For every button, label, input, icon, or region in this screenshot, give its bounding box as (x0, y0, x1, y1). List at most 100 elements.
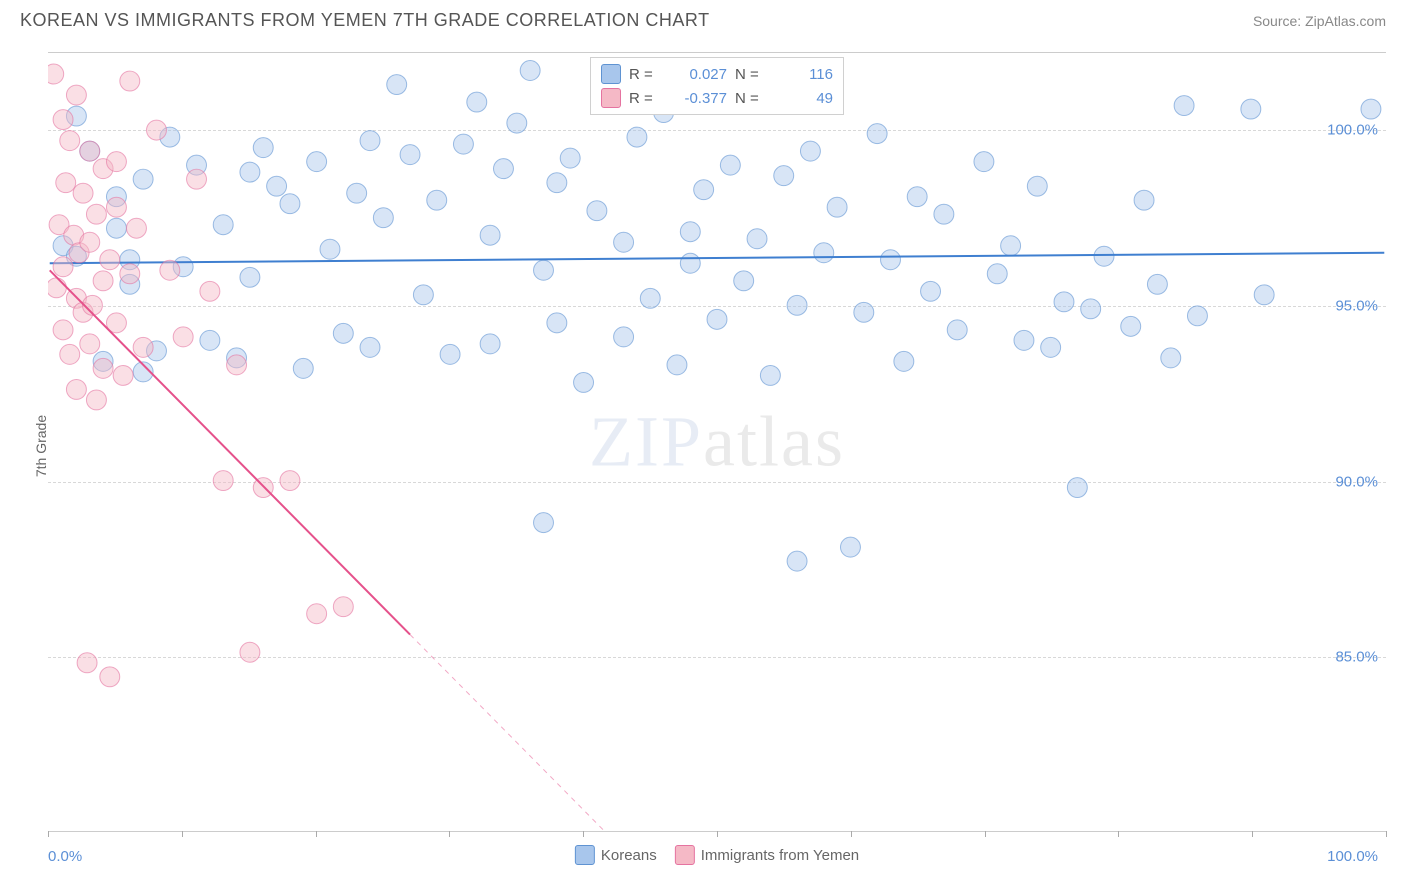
data-point (800, 141, 820, 161)
legend-item-yemen: Immigrants from Yemen (675, 845, 859, 865)
data-point (707, 309, 727, 329)
data-point (66, 379, 86, 399)
n-label: N = (735, 66, 765, 83)
x-tick (717, 831, 718, 837)
data-point (747, 229, 767, 249)
data-point (440, 344, 460, 364)
data-point (56, 173, 76, 193)
data-point (307, 152, 327, 172)
data-point (680, 253, 700, 273)
chart-title: KOREAN VS IMMIGRANTS FROM YEMEN 7TH GRAD… (20, 10, 710, 31)
data-point (480, 334, 500, 354)
data-point (200, 330, 220, 350)
data-point (614, 327, 634, 347)
data-point (53, 257, 73, 277)
data-point (280, 471, 300, 491)
scatter-plot (48, 53, 1386, 831)
data-point (48, 64, 64, 84)
data-point (881, 250, 901, 270)
r-value-blue: 0.027 (667, 66, 727, 83)
data-point (333, 323, 353, 343)
data-point (80, 232, 100, 252)
data-point (333, 597, 353, 617)
data-point (787, 551, 807, 571)
r-label: R = (629, 66, 659, 83)
legend-swatch-blue (601, 64, 621, 84)
data-point (760, 365, 780, 385)
data-point (1081, 299, 1101, 319)
n-value-pink: 49 (773, 90, 833, 107)
data-point (413, 285, 433, 305)
data-point (307, 604, 327, 624)
x-tick (1252, 831, 1253, 837)
legend-label-koreans: Koreans (601, 847, 657, 864)
data-point (126, 218, 146, 238)
data-point (106, 152, 126, 172)
x-tick (1386, 831, 1387, 837)
data-point (1254, 285, 1274, 305)
x-tick (449, 831, 450, 837)
data-point (360, 131, 380, 151)
data-point (100, 667, 120, 687)
data-point (66, 85, 86, 105)
data-point (360, 337, 380, 357)
data-point (427, 190, 447, 210)
data-point (106, 218, 126, 238)
r-label: R = (629, 90, 659, 107)
data-point (1134, 190, 1154, 210)
x-tick-label: 0.0% (48, 848, 82, 865)
data-point (774, 166, 794, 186)
legend-series: Koreans Immigrants from Yemen (575, 845, 859, 865)
data-point (227, 355, 247, 375)
data-point (1187, 306, 1207, 326)
data-point (200, 281, 220, 301)
data-point (1041, 337, 1061, 357)
data-point (120, 264, 140, 284)
x-tick (48, 831, 49, 837)
data-point (280, 194, 300, 214)
data-point (60, 344, 80, 364)
n-value-blue: 116 (773, 66, 833, 83)
data-point (1014, 330, 1034, 350)
data-point (93, 271, 113, 291)
data-point (267, 176, 287, 196)
data-point (574, 372, 594, 392)
data-point (587, 201, 607, 221)
data-point (787, 295, 807, 315)
legend-stats: R = 0.027 N = 116 R = -0.377 N = 49 (590, 57, 844, 115)
data-point (240, 162, 260, 182)
legend-stats-row: R = -0.377 N = 49 (601, 86, 833, 110)
data-point (894, 351, 914, 371)
data-point (48, 278, 66, 298)
data-point (1147, 274, 1167, 294)
legend-stats-row: R = 0.027 N = 116 (601, 62, 833, 86)
data-point (907, 187, 927, 207)
data-point (1241, 99, 1261, 119)
data-point (507, 113, 527, 133)
trend-line-dashed (410, 635, 1384, 831)
data-point (1027, 176, 1047, 196)
data-point (86, 390, 106, 410)
data-point (53, 320, 73, 340)
data-point (614, 232, 634, 252)
data-point (547, 313, 567, 333)
chart-area: R = 0.027 N = 116 R = -0.377 N = 49 ZIPa… (48, 52, 1386, 832)
data-point (974, 152, 994, 172)
data-point (1001, 236, 1021, 256)
data-point (547, 173, 567, 193)
data-point (467, 92, 487, 112)
data-point (213, 471, 233, 491)
legend-swatch-pink (675, 845, 695, 865)
data-point (1361, 99, 1381, 119)
data-point (100, 250, 120, 270)
data-point (867, 124, 887, 144)
data-point (187, 169, 207, 189)
data-point (814, 243, 834, 263)
data-point (387, 75, 407, 95)
data-point (493, 159, 513, 179)
data-point (827, 197, 847, 217)
data-point (987, 264, 1007, 284)
data-point (93, 358, 113, 378)
data-point (453, 134, 473, 154)
data-point (680, 222, 700, 242)
